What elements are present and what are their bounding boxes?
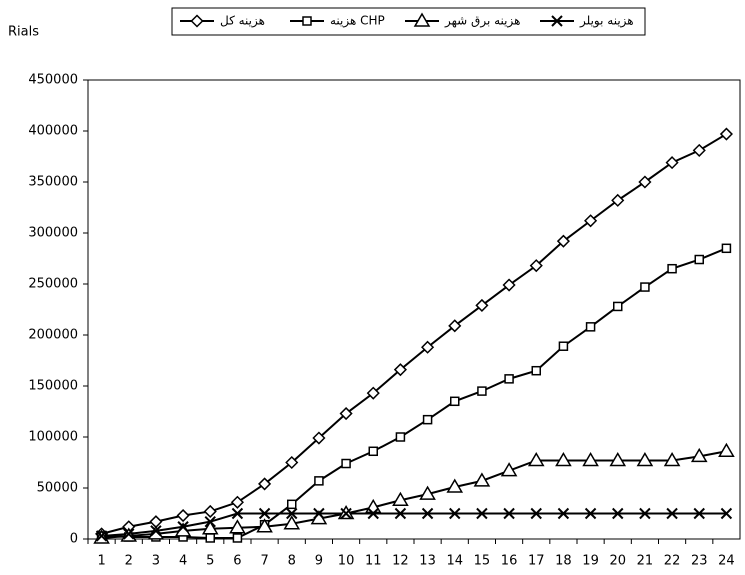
- x-tick-label: 20: [609, 554, 626, 569]
- x-tick-label: 4: [179, 554, 187, 569]
- x-tick-label: 21: [637, 554, 654, 569]
- x-tick-label: 22: [664, 554, 681, 569]
- legend-label: هزینه کل: [220, 14, 265, 29]
- x-tick-label: 18: [555, 554, 572, 569]
- data-point: [614, 302, 622, 310]
- data-point: [315, 477, 323, 485]
- y-tick-label: 100000: [28, 430, 78, 445]
- y-tick-label: 300000: [28, 226, 78, 241]
- data-point: [559, 342, 567, 350]
- x-tick-label: 17: [528, 554, 545, 569]
- data-point: [396, 433, 404, 441]
- data-point: [342, 460, 350, 468]
- x-tick-label: 19: [582, 554, 599, 569]
- x-tick-label: 15: [474, 554, 491, 569]
- y-tick-label: 50000: [37, 481, 78, 496]
- data-point: [587, 323, 595, 331]
- series-line: [102, 514, 727, 536]
- x-tick-label: 1: [97, 554, 105, 569]
- x-tick-label: 9: [315, 554, 323, 569]
- data-point: [232, 497, 243, 508]
- y-tick-label: 450000: [28, 73, 78, 88]
- y-tick-label: 400000: [28, 124, 78, 139]
- data-point: [178, 510, 189, 521]
- x-tick-label: 16: [501, 554, 518, 569]
- data-point: [668, 265, 676, 273]
- data-point: [369, 447, 377, 455]
- chart: Rials 0 50000 100000 150000 200000 250000 3000…: [0, 0, 745, 575]
- data-point: [505, 375, 513, 383]
- x-tick-label: 11: [365, 554, 382, 569]
- series-line: [102, 248, 727, 538]
- data-point: [206, 534, 214, 542]
- legend-label: هزینه برق شهر: [444, 14, 520, 29]
- legend-label: هزینه بویلر: [579, 14, 634, 29]
- data-point: [694, 145, 705, 156]
- x-tick-label: 5: [206, 554, 214, 569]
- legend-label: هزینه CHP: [330, 14, 385, 29]
- data-point: [532, 367, 540, 375]
- plot-frame: [88, 80, 740, 539]
- data-point: [641, 283, 649, 291]
- data-point: [451, 397, 459, 405]
- x-tick-label: 12: [392, 554, 409, 569]
- data-point: [478, 387, 486, 395]
- data-point: [721, 129, 732, 140]
- data-point: [695, 256, 703, 264]
- legend-marker: [303, 17, 311, 25]
- y-axis-label: Rials: [8, 25, 39, 40]
- y-tick-label: 0: [70, 532, 78, 547]
- x-tick-label: 6: [233, 554, 241, 569]
- x-tick-label: 2: [125, 554, 133, 569]
- series-line: [102, 134, 727, 534]
- y-tick-label: 350000: [28, 175, 78, 190]
- x-tick-label: 13: [419, 554, 436, 569]
- y-tick-label: 150000: [28, 379, 78, 394]
- x-tick-label: 10: [338, 554, 355, 569]
- data-point: [722, 244, 730, 252]
- x-tick-label: 7: [260, 554, 268, 569]
- x-tick-label: 14: [446, 554, 463, 569]
- data-point: [233, 534, 241, 542]
- x-tick-label: 24: [718, 554, 735, 569]
- y-tick-label: 200000: [28, 328, 78, 343]
- y-tick-label: 250000: [28, 277, 78, 292]
- x-tick-label: 23: [691, 554, 708, 569]
- data-point: [424, 416, 432, 424]
- x-tick-label: 8: [288, 554, 296, 569]
- data-point: [719, 444, 733, 456]
- data-point: [288, 500, 296, 508]
- data-point: [205, 506, 216, 517]
- x-tick-label: 3: [152, 554, 160, 569]
